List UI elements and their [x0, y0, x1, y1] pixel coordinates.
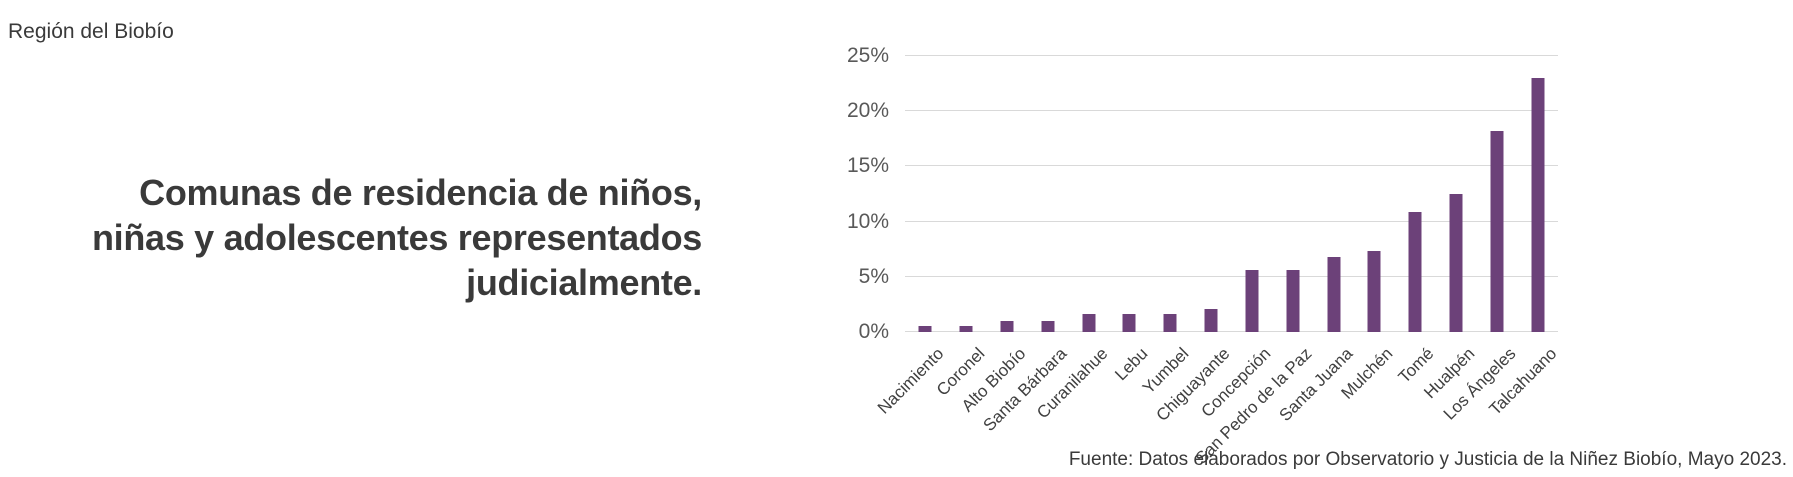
bar	[918, 326, 932, 332]
y-axis-tick-label: 20%	[846, 99, 889, 123]
category-slot: Hualpén	[1420, 56, 1478, 402]
y-axis-tick-label: 0%	[858, 320, 889, 343]
category-slot: Curanilahue	[1033, 56, 1111, 422]
category-slot: Alto Biobío	[958, 56, 1029, 416]
chart-title-line: judicialmente.	[466, 262, 702, 303]
y-gridline	[905, 220, 1558, 222]
category-slot: San Pedro de la Paz	[1191, 56, 1315, 468]
bar-slots: Nacimiento Coronel Alto Biobío Santa Bárbar…	[874, 56, 1560, 468]
bar	[1490, 131, 1504, 332]
bar	[1449, 194, 1463, 332]
bar	[1367, 251, 1381, 332]
y-axis-tick-label: 10%	[846, 209, 889, 233]
region-label: Región del Biobío	[8, 20, 174, 43]
category-slot: Santa Juana	[1275, 56, 1356, 425]
bar-chart-plot-area: 0% 5% 10% 15% 20% 25% Nacimiento Coronel Alto Bi…	[847, 45, 1560, 468]
y-gridline	[905, 331, 1558, 332]
y-gridline	[905, 165, 1558, 167]
bar	[1204, 308, 1218, 332]
category-slot: Coronel	[933, 56, 989, 400]
y-gridline	[905, 275, 1558, 277]
y-gridline	[905, 55, 1558, 56]
category-slot: Santa Bárbara	[979, 56, 1070, 435]
y-axis-tick-label: 5%	[858, 264, 889, 288]
category-slot: Concepción	[1197, 56, 1274, 421]
y-axis-tick-label: 15%	[846, 154, 889, 178]
chart-title: Comunas de residencia de niños, niñas y …	[0, 170, 702, 305]
category-slot: Los Ángeles	[1440, 56, 1519, 424]
category-slot: Yumbel	[1139, 56, 1193, 398]
bar	[1082, 314, 1096, 332]
bar	[1000, 320, 1014, 332]
bar	[1327, 256, 1341, 332]
category-slot: Nacimiento	[874, 56, 948, 418]
bar	[1163, 314, 1177, 332]
bar	[1041, 320, 1055, 332]
bar	[959, 326, 973, 332]
y-gridline	[905, 110, 1558, 112]
bar	[1245, 270, 1259, 332]
bar	[1122, 314, 1136, 332]
chart-title-line: Comunas de residencia de niños,	[139, 172, 702, 213]
source-note: Fuente: Datos elaborados por Observatori…	[1068, 449, 1787, 470]
category-slot: Chiguayante	[1153, 56, 1234, 425]
category-slot: Mulchén	[1338, 56, 1397, 403]
category-slot: Talcahuano	[1485, 56, 1560, 419]
bar	[1531, 78, 1545, 332]
category-slot: Lebu	[1109, 56, 1152, 384]
category-slot: Tomé	[1395, 56, 1438, 387]
bar	[1408, 211, 1422, 332]
bar	[1286, 270, 1300, 332]
y-axis-tick-label: 25%	[846, 44, 889, 67]
chart-title-line: niñas y adolescentes representados	[91, 217, 702, 258]
